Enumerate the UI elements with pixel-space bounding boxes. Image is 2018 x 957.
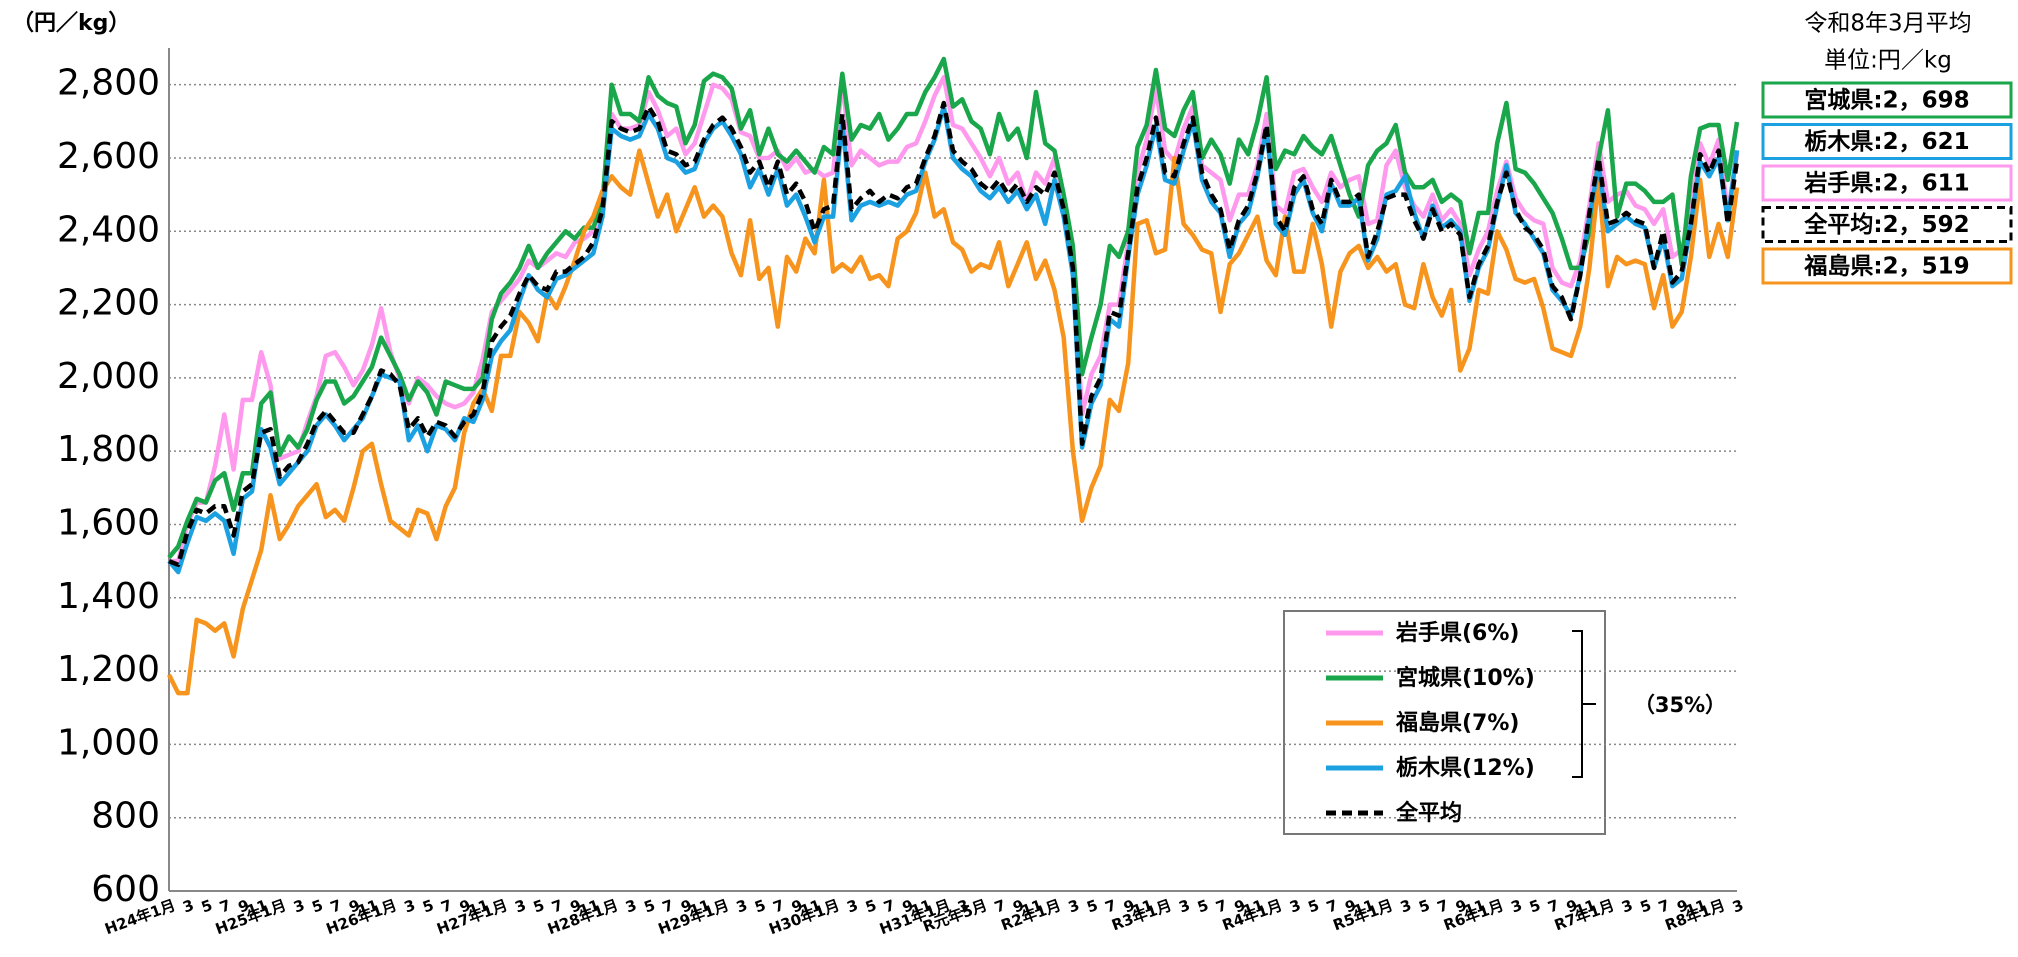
x-tick-label: 7 (1656, 896, 1672, 916)
summary-unit: 単位:円／kg (1824, 48, 1952, 74)
x-tick-label: 5 (1306, 896, 1322, 916)
summary-label: 岩手県:2，611 (1803, 171, 1969, 197)
legend-label: 全平均 (1395, 800, 1462, 826)
x-tick-label: 5 (420, 896, 436, 916)
y-tick-label: 800 (91, 796, 160, 837)
y-tick-label: 600 (91, 869, 160, 910)
x-tick-label: 7 (660, 896, 676, 916)
y-tick-label: 1,400 (57, 576, 160, 617)
x-tick-label: 3 (402, 896, 418, 916)
summary-box (1761, 123, 2013, 160)
legend-label: 宮城県(10%) (1396, 665, 1535, 691)
series-line (169, 75, 1740, 564)
y-tick-label: 2,000 (57, 356, 160, 397)
x-tick-label: 5 (1084, 896, 1100, 916)
series-line (168, 100, 1740, 568)
x-tick-label: 7 (881, 896, 897, 916)
x-tick-label: 5 (1195, 896, 1211, 916)
y-axis-label: （円／kg） (12, 11, 130, 36)
y-tick-label: 1,000 (57, 722, 160, 763)
x-tick-label: 5 (863, 896, 879, 916)
x-tick-label: 3 (1287, 896, 1303, 916)
x-tick-label: 3 (844, 896, 860, 916)
y-tick-label: 1,800 (57, 429, 160, 470)
summary-box (1761, 247, 2013, 285)
x-tick-label: 5 (531, 896, 547, 916)
x-tick-label: 7 (217, 896, 233, 916)
x-tick-label: 7 (549, 896, 565, 916)
x-tick-label: 5 (310, 896, 326, 916)
y-tick-label: 1,200 (57, 649, 160, 690)
y-tick-label: 2,400 (57, 209, 160, 250)
x-tick-label: 5 (642, 896, 658, 916)
summary-label: 全平均:2，592 (1803, 211, 1969, 238)
summary-label: 宮城県:2，698 (1804, 87, 1969, 114)
legend-label: 栃木県(12%) (1396, 756, 1535, 781)
x-tick-label: 3 (1398, 896, 1414, 916)
series-line (166, 148, 1740, 696)
x-tick-label: 7 (1213, 896, 1229, 916)
series-line (167, 56, 1740, 559)
y-tick-label: 2,200 (57, 283, 160, 324)
x-tick-label: 7 (1103, 896, 1119, 916)
x-tick-label: 7 (992, 896, 1008, 916)
y-tick-label: 2,600 (57, 136, 160, 177)
summary-box (1761, 164, 2013, 202)
y-tick-label: 2,800 (57, 63, 160, 104)
x-tick-label: 3 (512, 896, 528, 916)
summary-title: 令和8年3月平均 (1804, 11, 1971, 37)
x-tick-label: 7 (1435, 896, 1451, 916)
y-tick-label: 1,600 (57, 502, 160, 543)
summary-label: 福島県:2，519 (1803, 253, 1969, 280)
x-tick-label: 7 (1545, 896, 1561, 916)
summary-label: 栃木県:2，621 (1804, 129, 1969, 155)
x-tick-label: 3 (734, 896, 750, 916)
summary-box (1761, 206, 2013, 243)
x-tick-label: 3 (1730, 896, 1746, 916)
x-tick-label: 7 (1324, 896, 1340, 916)
x-tick-label: 5 (1527, 896, 1543, 916)
summary-box (1761, 81, 2013, 119)
series-line (167, 104, 1740, 575)
legend-group-label: （35%） (1634, 693, 1726, 717)
x-tick-label: 3 (291, 896, 307, 916)
legend-label: 福島県(7%) (1395, 710, 1519, 736)
x-tick-label: 5 (752, 896, 768, 916)
x-tick-label: 5 (1416, 896, 1432, 916)
x-tick-label: 3 (1509, 896, 1525, 916)
x-tick-label: 3 (1619, 896, 1635, 916)
x-tick-label: 7 (439, 896, 455, 916)
legend-label: 岩手県(6%) (1395, 621, 1519, 646)
x-tick-label: 3 (180, 896, 196, 916)
x-tick-label: 3 (1177, 896, 1193, 916)
x-tick-label: 5 (199, 896, 215, 916)
x-tick-label: 3 (1066, 896, 1082, 916)
x-tick-label: 7 (771, 896, 787, 916)
x-tick-label: 3 (623, 896, 639, 916)
x-tick-label: 5 (1638, 896, 1654, 916)
x-tick-label: 7 (328, 896, 344, 916)
legend-bracket (1572, 630, 1596, 778)
